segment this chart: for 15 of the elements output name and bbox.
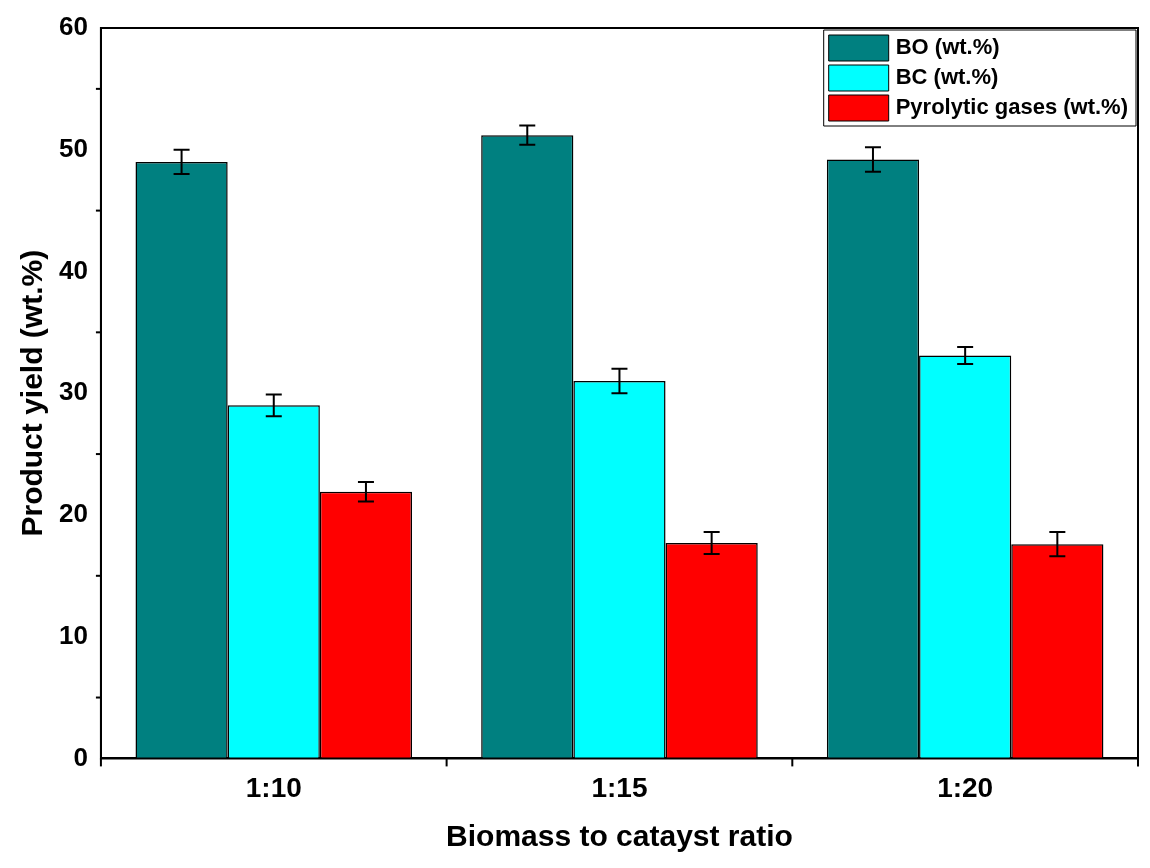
x-tick-label: 1:15	[591, 771, 648, 803]
x-axis-title: Biomass to catayst ratio	[446, 819, 793, 853]
legend-label: BO (wt.%)	[895, 34, 1000, 60]
legend-label: BC (wt.%)	[895, 64, 999, 90]
y-tick-label: 60	[59, 11, 88, 42]
x-tick-label: 1:20	[937, 771, 994, 803]
y-tick-label: 50	[59, 132, 88, 163]
y-axis-title: Product yield (wt.%)	[15, 249, 49, 537]
x-tick-label: 1:10	[245, 771, 302, 803]
y-tick-label: 10	[59, 619, 88, 650]
y-tick-label: 30	[59, 376, 88, 407]
y-tick-label: 0	[73, 741, 88, 772]
legend-label: Pyrolytic gases (wt.%)	[895, 94, 1129, 120]
y-tick-label: 40	[59, 254, 88, 285]
y-tick-label: 20	[59, 498, 88, 529]
